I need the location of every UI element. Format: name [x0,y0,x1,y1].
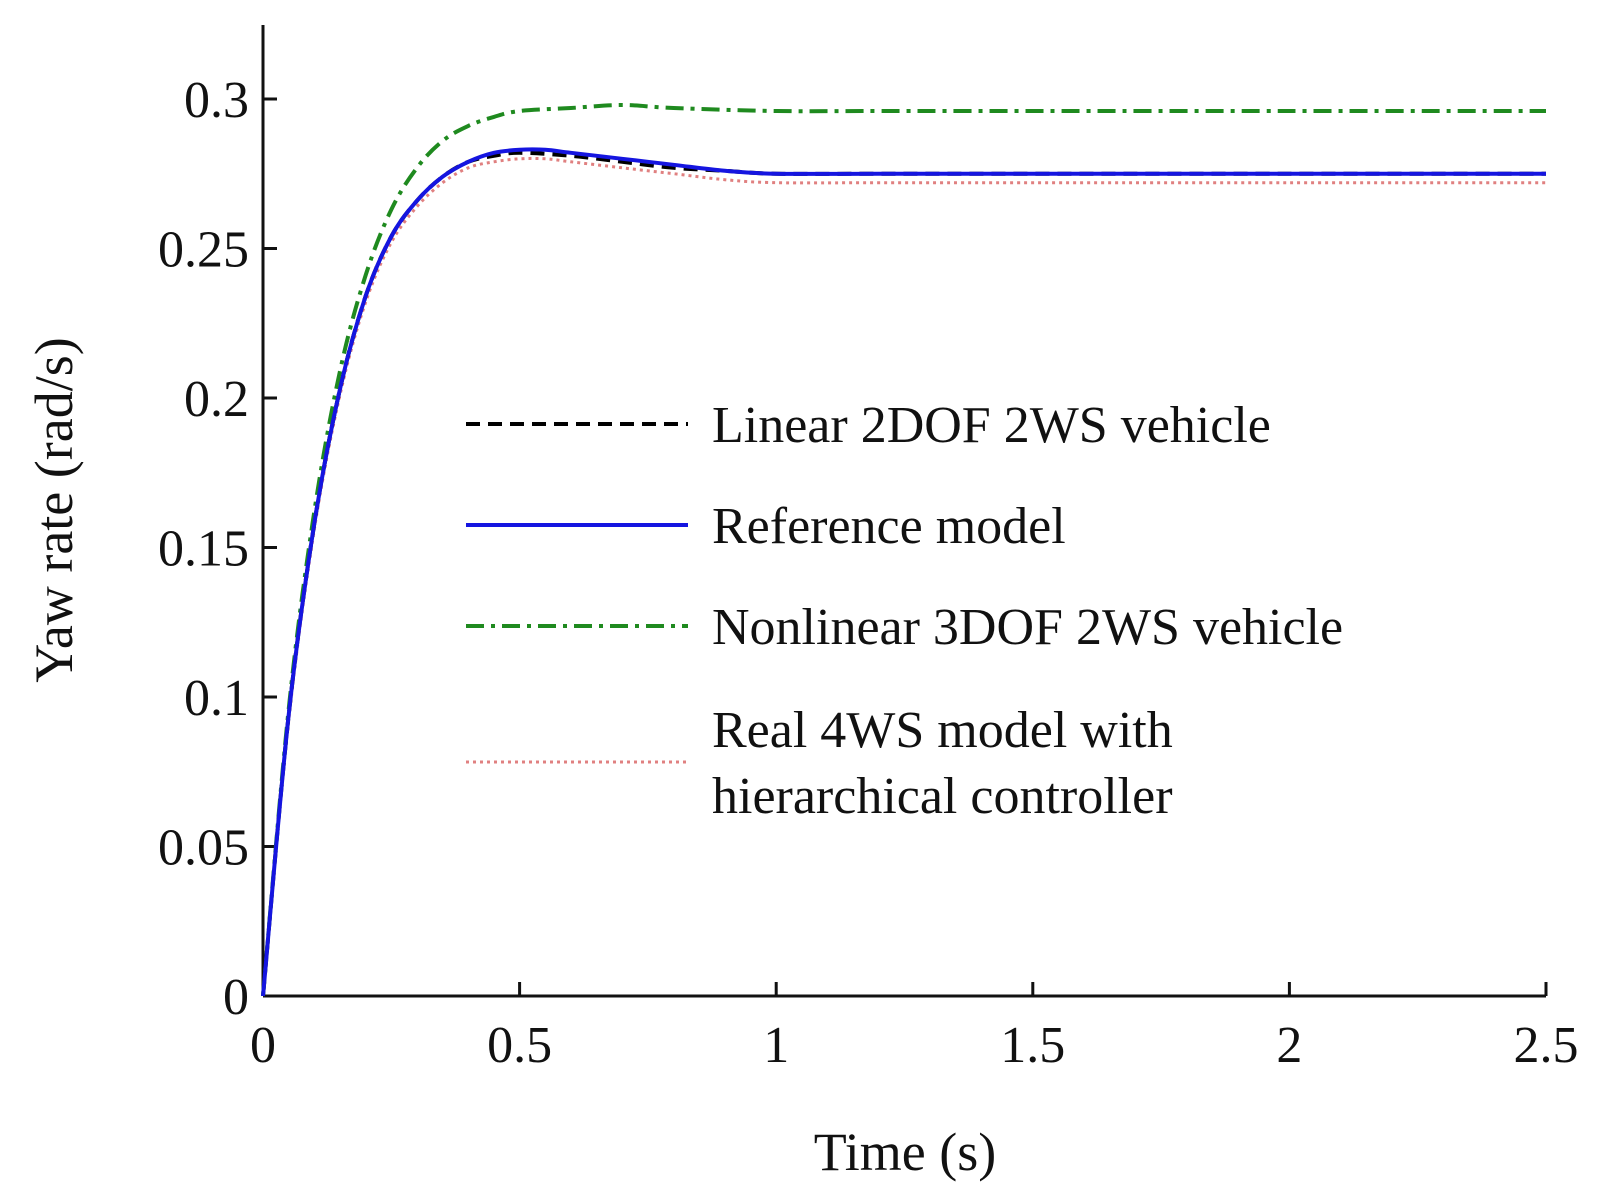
x-tick-label: 1 [763,1017,789,1074]
series-lines [261,103,1546,997]
y-axis-title: Yaw rate (rad/s) [24,337,84,682]
series-line-3 [261,103,1546,997]
y-tick-label: 0.05 [158,820,249,877]
x-tick-label: 2 [1276,1017,1302,1074]
legend-label: Linear 2DOF 2WS vehicle [712,397,1271,454]
x-axis-title: Time (s) [814,1122,997,1182]
legend-label: Reference model [712,498,1066,555]
y-tick-label: 0.15 [158,521,249,578]
y-tick-label: 0 [223,969,249,1026]
ticks: 0 0.5 1 1.5 2 2.5 0 0.05 0.1 0.15 0.2 0.25 0.3 [158,72,1579,1074]
legend-label: Real 4WS model with [712,702,1173,759]
x-tick-label: 0 [250,1017,276,1074]
x-tick-label: 0.5 [487,1017,552,1074]
series-line-4 [261,156,1546,997]
series-line-2 [261,147,1546,997]
x-tick-label: 1.5 [1000,1017,1065,1074]
x-tick-label: 2.5 [1514,1017,1579,1074]
axes [261,25,1546,998]
legend-label: hierarchical controller [712,768,1173,825]
y-tick-label: 0.3 [184,72,249,129]
series-line-1 [261,150,1546,997]
y-tick-label: 0.1 [184,670,249,727]
y-tick-label: 0.2 [184,371,249,428]
legend: Linear 2DOF 2WS vehicle Reference model No… [466,397,1343,825]
y-tick-label: 0.25 [158,222,249,279]
legend-label: Nonlinear 3DOF 2WS vehicle [712,599,1343,656]
